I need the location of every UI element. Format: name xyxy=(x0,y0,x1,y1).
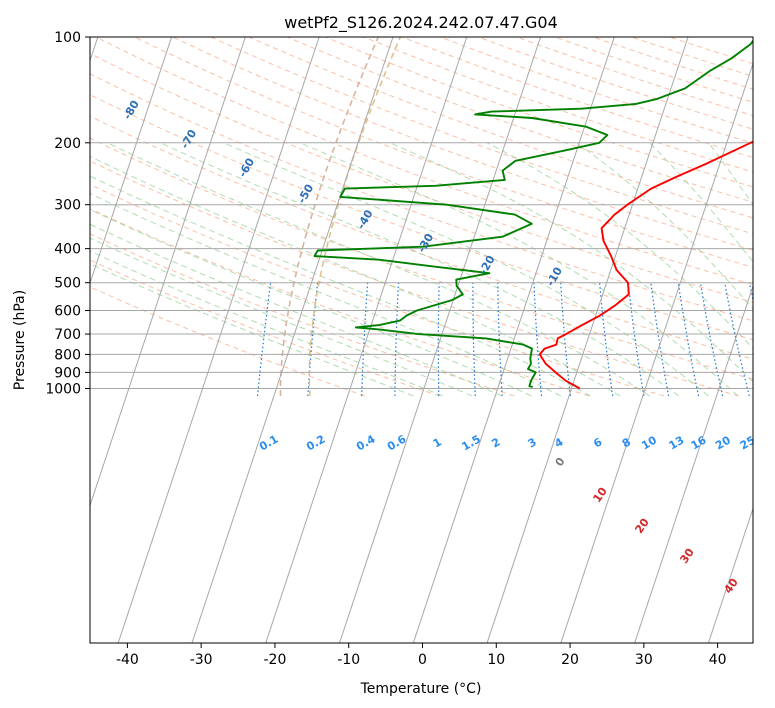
moist-adiabat-line xyxy=(160,142,680,397)
y-tick-label: 200 xyxy=(54,136,81,152)
isotherm-line xyxy=(560,62,753,643)
mixing-ratio-line xyxy=(677,282,700,397)
y-tick-label: 600 xyxy=(54,304,81,320)
y-tick-label: 100 xyxy=(54,30,81,46)
moist-adiabat-line xyxy=(90,237,473,397)
y-axis-title: Pressure (hPa) xyxy=(12,290,28,390)
moist-adiabat-line xyxy=(299,142,739,397)
y-tick-label: 300 xyxy=(54,198,81,214)
dry-adiabat-line xyxy=(90,208,590,397)
isotherm-line xyxy=(265,37,468,643)
mixing-ratio-line xyxy=(256,282,272,396)
grid-lines xyxy=(90,37,753,643)
x-tick-label: 30 xyxy=(635,652,653,668)
moist-adiabat-line xyxy=(90,193,562,397)
x-tick-label: -30 xyxy=(190,652,213,668)
y-tick-label: 900 xyxy=(54,365,81,381)
x-axis-title: Temperature (°C) xyxy=(360,681,482,697)
x-tick-label: -10 xyxy=(337,652,360,668)
dry-adiabat-line xyxy=(90,286,365,397)
mixing-ratio-line xyxy=(650,282,670,397)
moist-adiabat-line xyxy=(90,223,503,397)
moist-adiabat-line xyxy=(90,209,532,397)
isotherm-line xyxy=(412,37,615,643)
dry-adiabat-line xyxy=(90,73,753,322)
dewpoint-profile-line xyxy=(313,39,753,388)
isotherm-line xyxy=(117,37,320,643)
moist-adiabat-line xyxy=(90,250,443,397)
mixing-ratio-line xyxy=(599,282,614,396)
isotherm-line xyxy=(90,37,246,508)
y-tick-label: 1000 xyxy=(45,382,81,398)
isotherm-line xyxy=(191,37,394,643)
x-tick-label: -40 xyxy=(116,652,139,668)
guide-curve xyxy=(279,37,379,396)
y-tick-label: 800 xyxy=(54,347,81,363)
isotherm-line xyxy=(90,37,173,285)
dry-adiabat-line xyxy=(90,183,665,397)
dry-adiabat-line xyxy=(90,259,440,397)
isotherm-line xyxy=(486,37,689,643)
dry-adiabat-line xyxy=(90,52,753,303)
chart-title: wetPf2_S126.2024.242.07.47.G04 xyxy=(284,13,558,33)
plot-frame xyxy=(89,36,754,644)
isotherm-line xyxy=(634,284,753,643)
series-layer xyxy=(313,39,753,390)
y-tick-label: 400 xyxy=(54,242,81,258)
temperature-profile-line xyxy=(538,140,753,390)
dry-adiabat-line xyxy=(90,115,753,360)
y-tick-label: 700 xyxy=(54,327,81,343)
moist-adiabat-line xyxy=(90,263,414,397)
x-tick-label: 0 xyxy=(418,652,427,668)
moist-adiabat-line xyxy=(107,142,650,397)
x-tick-label: 20 xyxy=(561,652,579,668)
x-tick-label: -20 xyxy=(264,652,287,668)
y-tick-label: 500 xyxy=(54,276,81,292)
dry-adiabat-line xyxy=(172,37,753,251)
dry-adiabat-line xyxy=(90,94,753,341)
dry-adiabat-line xyxy=(90,160,739,397)
axis-ticks: -40-30-20-100102030405010020030040050060… xyxy=(45,30,727,668)
isotherm-line xyxy=(707,506,753,643)
mixing-ratio-line xyxy=(627,282,645,396)
moist-adiabat-line xyxy=(90,155,621,397)
x-tick-label: 40 xyxy=(709,652,727,668)
mixing-ratio-line xyxy=(699,282,724,397)
isotherm-line xyxy=(339,37,541,643)
mixing-ratio-label: 25 xyxy=(738,434,758,453)
dry-adiabat-line xyxy=(90,137,753,380)
x-tick-label: 10 xyxy=(487,652,505,668)
